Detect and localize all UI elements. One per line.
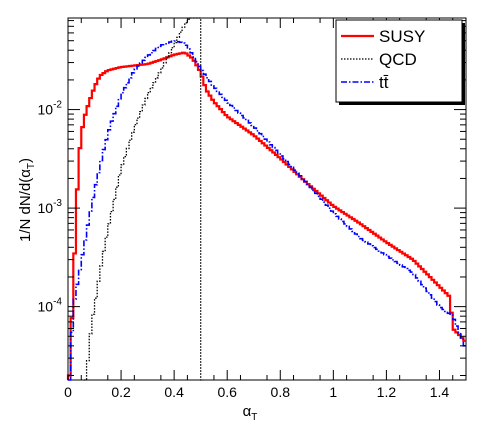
y-tick-label: 10-4 bbox=[38, 297, 63, 315]
legend-label-0: SUSY bbox=[379, 27, 425, 46]
series-line-0 bbox=[66, 51, 466, 380]
series-line-2 bbox=[68, 40, 466, 381]
legend: SUSY QCD tt̄ bbox=[335, 19, 465, 105]
y-tick-label: 10-2 bbox=[38, 100, 63, 118]
x-axis-title-subscript: T bbox=[251, 412, 257, 423]
x-tick-label: 1.4 bbox=[430, 384, 450, 400]
x-tick-label: 0.6 bbox=[217, 384, 237, 400]
x-tick-label: 1 bbox=[329, 384, 337, 400]
x-tick-label: 0.4 bbox=[164, 384, 184, 400]
x-axis-title: αT bbox=[243, 403, 258, 423]
x-tick-label: 0.2 bbox=[111, 384, 131, 400]
legend-box bbox=[335, 19, 463, 103]
series-line-1 bbox=[83, 17, 204, 381]
y-tick-label: 10-3 bbox=[38, 198, 63, 216]
y-axis-title: 1/N dN/d(αT) bbox=[17, 158, 37, 242]
legend-label-1: QCD bbox=[379, 50, 417, 69]
x-tick-label: 0.8 bbox=[271, 384, 291, 400]
x-tick-label: 1.2 bbox=[377, 384, 397, 400]
y-axis-title-subscript: T bbox=[26, 163, 37, 169]
x-tick-label: 0 bbox=[64, 384, 72, 400]
legend-label-2: tt̄ bbox=[379, 73, 389, 92]
